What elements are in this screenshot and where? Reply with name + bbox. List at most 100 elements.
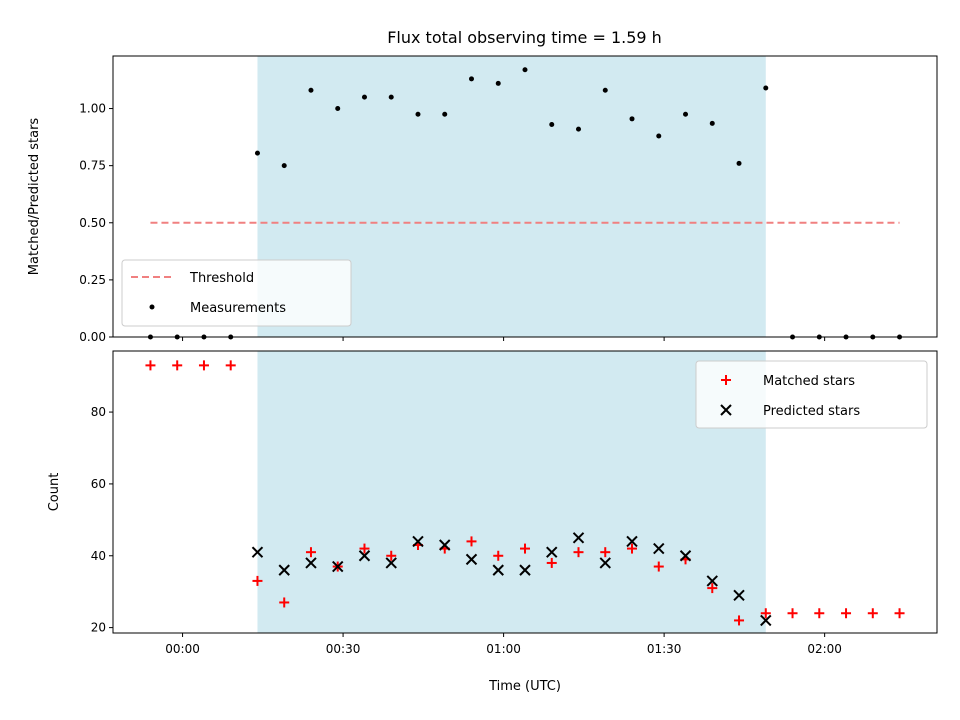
- matched-star-point: [867, 608, 878, 619]
- legend-box: [695, 360, 928, 429]
- top-y-tick-label: 0.25: [79, 273, 106, 287]
- x-tick-label: 01:00: [486, 642, 521, 656]
- predicted-star-point: [599, 557, 611, 569]
- matched-star-point: [627, 543, 638, 554]
- matched-star-point: [172, 360, 183, 371]
- matched-star-point: [145, 360, 156, 371]
- matched-star-point: [787, 608, 798, 619]
- measurement-point: [602, 87, 608, 93]
- matched-star-point: [841, 608, 852, 619]
- predicted-star-point: [653, 542, 665, 555]
- measurement-point: [683, 111, 689, 117]
- matched-star-point: [252, 575, 263, 586]
- legend-predicted-swatch: [720, 404, 732, 416]
- measurement-point: [495, 80, 501, 86]
- legend-matched-label: Matched stars: [763, 374, 855, 389]
- predicted-star-point: [305, 557, 317, 569]
- top-y-tick-label: 0.50: [79, 216, 106, 230]
- top-legend: Threshold Measurements: [121, 259, 352, 327]
- predicted-star-point: [358, 550, 371, 562]
- matched-star-point: [814, 608, 825, 619]
- predicted-star-point: [412, 535, 424, 548]
- bottom-y-tick-label: 20: [91, 621, 106, 635]
- predicted-star-point: [626, 535, 638, 548]
- matched-star-point: [279, 597, 290, 608]
- measurement-point: [308, 87, 314, 93]
- top-panel: 0.00 0.25 0.50 0.75 1.00 Threshold Measureme…: [27, 55, 938, 344]
- matched-star-point: [493, 550, 504, 561]
- matched-star-point: [466, 536, 477, 547]
- top-y-tick-label: 1.00: [79, 102, 106, 116]
- top-y-tick-label: 0.00: [79, 330, 106, 344]
- predicted-star-point: [519, 564, 531, 576]
- bottom-panel: 20 40 60 80 00:00 00:30 01:00 01:30 02:00 Matche…: [47, 350, 938, 694]
- matched-star-point: [600, 547, 611, 558]
- measurement-point: [656, 133, 662, 139]
- matched-star-point: [305, 547, 316, 558]
- measurement-point: [281, 163, 287, 169]
- legend-measurement-swatch: [149, 304, 155, 310]
- matched-star-point: [386, 550, 397, 561]
- matched-star-point: [894, 608, 905, 619]
- measurement-point: [361, 94, 367, 100]
- predicted-star-point: [706, 575, 718, 587]
- matched-star-point: [573, 547, 584, 558]
- x-axis-label: Time (UTC): [488, 679, 561, 694]
- x-tick-label: 00:30: [326, 642, 361, 656]
- legend-box: [121, 259, 352, 327]
- x-tick-label: 01:30: [647, 642, 682, 656]
- legend-plus-marker: [721, 375, 731, 385]
- measurement-point: [763, 85, 769, 91]
- predicted-star-point: [546, 546, 558, 558]
- predicted-star-point: [492, 564, 504, 576]
- matched-star-point: [198, 360, 209, 371]
- measurement-point: [522, 67, 528, 73]
- predicted-star-point: [465, 553, 478, 566]
- matched-star-point: [520, 543, 530, 554]
- predicted-star-point: [572, 532, 585, 544]
- matched-star-point: [734, 615, 745, 626]
- legend-measurements-label: Measurements: [190, 301, 286, 316]
- predicted-star-point: [760, 614, 772, 627]
- measurement-point: [254, 150, 260, 156]
- matched-star-point: [225, 360, 236, 371]
- top-y-axis-label: Matched/Predicted stars: [27, 118, 42, 276]
- legend-x-marker: [720, 404, 732, 416]
- measurement-point: [629, 116, 635, 122]
- bottom-y-axis-label: Count: [47, 473, 62, 512]
- chart-title: Flux total observing time = 1.59 h: [387, 28, 662, 47]
- x-tick-label: 00:00: [165, 642, 200, 656]
- predicted-star-point: [679, 550, 692, 562]
- measurement-point: [415, 111, 421, 117]
- predicted-star-point: [278, 564, 290, 576]
- matched-star-point: [546, 557, 557, 568]
- legend-matched-swatch: [721, 375, 731, 385]
- legend-threshold-label: Threshold: [189, 271, 254, 286]
- matched-star-point: [760, 608, 771, 619]
- measurement-point: [576, 126, 582, 132]
- matched-star-point: [359, 543, 370, 554]
- bottom-y-tick-label: 80: [91, 405, 106, 419]
- predicted-star-point: [733, 589, 745, 601]
- measurement-point: [736, 160, 742, 166]
- predicted-star-point: [251, 546, 264, 558]
- measurement-point: [549, 122, 555, 128]
- measurement-point: [335, 106, 341, 112]
- bottom-y-tick-label: 60: [91, 477, 106, 491]
- predicted-star-point: [332, 560, 344, 573]
- measurement-point: [709, 120, 715, 126]
- measurement-point: [388, 94, 394, 100]
- legend-predicted-label: Predicted stars: [763, 404, 860, 419]
- predicted-star-point: [385, 557, 397, 569]
- bottom-plot-frame: [112, 350, 938, 634]
- top-y-tick-label: 0.75: [79, 159, 106, 173]
- measurement-point: [468, 76, 474, 82]
- bottom-legend: Matched stars Predicted stars: [695, 360, 928, 429]
- x-tick-label: 02:00: [807, 642, 842, 656]
- top-plot-frame: [112, 55, 938, 338]
- bottom-y-tick-label: 40: [91, 549, 106, 563]
- matched-star-point: [653, 561, 664, 572]
- matched-star-point: [707, 583, 718, 594]
- predicted-star-point: [439, 539, 451, 551]
